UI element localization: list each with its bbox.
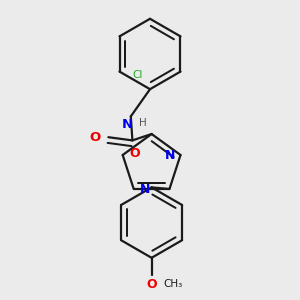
Text: CH₃: CH₃ [164,279,183,289]
Text: N: N [122,118,133,131]
Text: O: O [89,131,100,144]
Text: H: H [139,118,146,128]
Text: N: N [164,149,175,162]
Text: Cl: Cl [132,70,143,80]
Text: O: O [146,278,157,291]
Text: N: N [140,183,150,196]
Text: O: O [130,147,140,160]
